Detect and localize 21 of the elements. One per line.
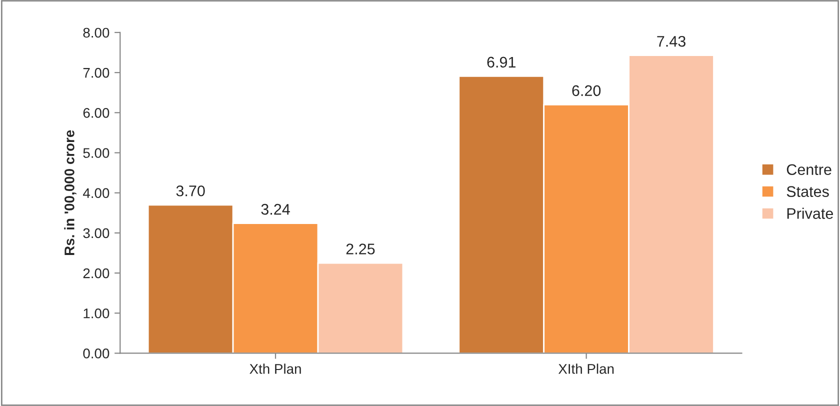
legend-label: Private — [787, 208, 833, 219]
legend-label: Centre — [786, 164, 832, 176]
y-tick-label: 2.00 — [83, 268, 110, 278]
y-tick-label: 8.00 — [83, 28, 110, 38]
data-label: 2.25 — [346, 244, 375, 254]
data-label: 6.20 — [572, 85, 601, 96]
y-tick-label: 6.00 — [83, 108, 110, 118]
y-tick-label: 4.00 — [82, 188, 110, 198]
data-label: 7.43 — [657, 36, 686, 47]
data-label: 6.91 — [487, 56, 516, 68]
y-tick-label: 7.00 — [83, 68, 110, 78]
legend-label: States — [786, 186, 829, 197]
x-tick-label: XIth Plan — [558, 364, 614, 374]
y-tick-label: 1.00 — [84, 308, 110, 318]
data-label: 3.70 — [176, 185, 205, 196]
y-tick-label: 5.00 — [83, 148, 110, 158]
y-axis-title: Rs. in '00,000 crore — [64, 130, 76, 255]
data-label: 3.24 — [261, 204, 290, 215]
y-tick-label: 0.00 — [83, 348, 110, 358]
y-tick-label: 3.00 — [83, 228, 110, 238]
x-tick-label: Xth Plan — [250, 364, 301, 374]
